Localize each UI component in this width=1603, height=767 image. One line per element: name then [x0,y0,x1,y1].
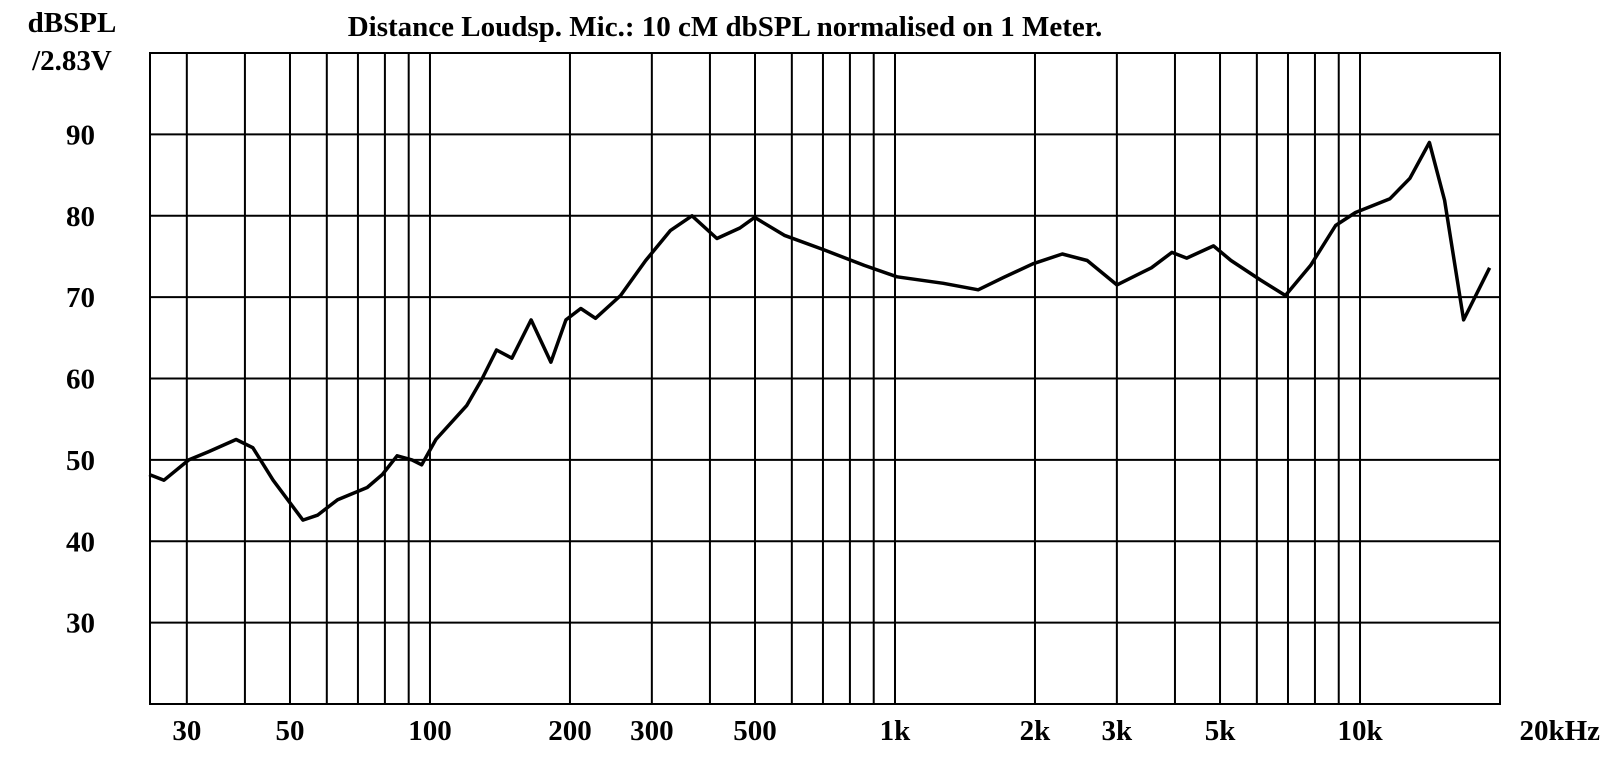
response-line [148,140,1492,522]
x-tick-label: 300 [630,715,674,747]
x-tick-label: 3k [1102,715,1134,747]
y-tick-label: 90 [66,119,95,151]
x-tick-label: 5k [1205,715,1237,747]
y-tick-label: 40 [66,526,95,558]
x-tick-label: 500 [733,715,777,747]
y-tick-label: 50 [66,445,95,477]
y-tick-label: 70 [66,282,95,314]
x-tick-label: 1k [880,715,912,747]
x-tick-label: 20kHz [1519,715,1600,747]
x-tick-label: 10k [1337,715,1383,747]
x-tick-label: 30 [172,715,201,747]
y-tick-label: 80 [66,201,95,233]
y-tick-label: 60 [66,364,95,396]
x-tick-label: 200 [548,715,592,747]
plot-frame [149,52,1501,705]
y-axis-label: /2.83V [31,45,112,77]
x-tick-label: 2k [1020,715,1052,747]
y-axis-label: dBSPL [28,7,117,39]
x-tick-label: 50 [275,715,304,747]
chart-title: Distance Loudsp. Mic.: 10 cM dbSPL norma… [348,11,1103,43]
y-tick-label: 30 [66,608,95,640]
x-tick-label: 100 [408,715,452,747]
